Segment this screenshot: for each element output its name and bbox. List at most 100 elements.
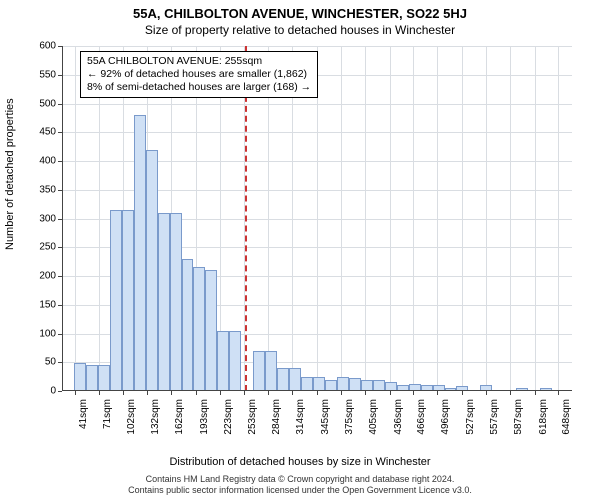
x-tick-label: 557sqm [489,399,500,435]
gridline-v [75,46,76,391]
histogram-bar [86,365,98,391]
x-tick-mark [99,391,100,395]
gridline-v [558,46,559,391]
histogram-bar [337,377,349,391]
x-tick-mark [558,391,559,395]
gridline-v [535,46,536,391]
x-tick-label: 132sqm [150,399,161,435]
y-tick-label: 400 [26,156,56,167]
info-line-3: 8% of semi-detached houses are larger (1… [87,81,311,94]
info-line-2: ← 92% of detached houses are smaller (1,… [87,68,311,81]
x-tick-mark [413,391,414,395]
x-tick-label: 41sqm [78,399,89,429]
x-tick-label: 71sqm [102,399,113,429]
x-tick-mark [462,391,463,395]
x-axis-line [62,390,572,391]
attribution-line-2: Contains public sector information licen… [0,485,600,496]
x-tick-label: 527sqm [465,399,476,435]
histogram-bar [170,213,182,391]
x-tick-label: 314sqm [295,399,306,435]
x-tick-mark [535,391,536,395]
histogram-bar [98,365,110,391]
histogram-bar [74,363,86,391]
x-tick-mark [317,391,318,395]
x-tick-label: 193sqm [199,399,210,435]
chart-title: 55A, CHILBOLTON AVENUE, WINCHESTER, SO22… [0,0,600,21]
x-tick-label: 436sqm [393,399,404,435]
x-tick-label: 253sqm [247,399,258,435]
x-tick-mark [196,391,197,395]
y-tick-label: 350 [26,184,56,195]
x-tick-label: 375sqm [344,399,355,435]
x-tick-label: 587sqm [513,399,524,435]
histogram-bar [229,331,241,391]
x-tick-label: 284sqm [271,399,282,435]
x-tick-mark [171,391,172,395]
x-tick-mark [437,391,438,395]
histogram-bar [253,351,265,391]
histogram-bar [182,259,194,391]
x-tick-label: 496sqm [440,399,451,435]
x-tick-label: 102sqm [126,399,137,435]
gridline-v [437,46,438,391]
histogram-bar [134,115,146,391]
x-tick-mark [220,391,221,395]
gridline-v [486,46,487,391]
x-tick-mark [292,391,293,395]
y-tick-label: 250 [26,242,56,253]
y-tick-label: 100 [26,328,56,339]
y-axis-line [62,46,63,391]
x-tick-mark [123,391,124,395]
y-tick-label: 450 [26,127,56,138]
attribution-line-1: Contains HM Land Registry data © Crown c… [0,474,600,485]
x-tick-label: 618sqm [538,399,549,435]
y-tick-label: 0 [26,386,56,397]
gridline-v [365,46,366,391]
histogram-bar [289,368,301,391]
histogram-bar [301,377,313,391]
x-tick-mark [486,391,487,395]
x-tick-mark [365,391,366,395]
histogram-bar [277,368,289,391]
gridline-v [390,46,391,391]
y-tick-label: 50 [26,357,56,368]
x-tick-mark [341,391,342,395]
chart-subtitle: Size of property relative to detached ho… [0,21,600,37]
x-tick-label: 405sqm [368,399,379,435]
histogram-bar [146,150,158,392]
histogram-bar [110,210,122,391]
x-tick-mark [244,391,245,395]
histogram-bar [122,210,134,391]
x-tick-label: 466sqm [416,399,427,435]
histogram-bar [193,267,205,391]
x-tick-mark [147,391,148,395]
histogram-bar [158,213,170,391]
x-tick-label: 223sqm [223,399,234,435]
y-tick-label: 300 [26,213,56,224]
x-tick-label: 648sqm [561,399,572,435]
chart-container: 55A, CHILBOLTON AVENUE, WINCHESTER, SO22… [0,0,600,500]
y-tick-label: 550 [26,69,56,80]
gridline-v [462,46,463,391]
gridline-v [413,46,414,391]
y-tick-label: 150 [26,299,56,310]
y-tick-label: 500 [26,98,56,109]
x-tick-label: 345sqm [320,399,331,435]
histogram-bar [217,331,229,391]
histogram-bar [205,270,217,391]
y-axis-label: Number of detached properties [4,98,16,250]
x-tick-mark [390,391,391,395]
x-tick-mark [75,391,76,395]
gridline-v [341,46,342,391]
x-tick-mark [510,391,511,395]
x-tick-label: 162sqm [174,399,185,435]
histogram-bar [313,377,325,391]
histogram-bar [265,351,277,391]
info-box: 55A CHILBOLTON AVENUE: 255sqm ← 92% of d… [80,51,318,98]
gridline-v [510,46,511,391]
x-axis-label: Distribution of detached houses by size … [0,456,600,468]
y-tick-mark [58,391,62,392]
x-tick-mark [268,391,269,395]
y-tick-label: 200 [26,271,56,282]
y-tick-label: 600 [26,41,56,52]
